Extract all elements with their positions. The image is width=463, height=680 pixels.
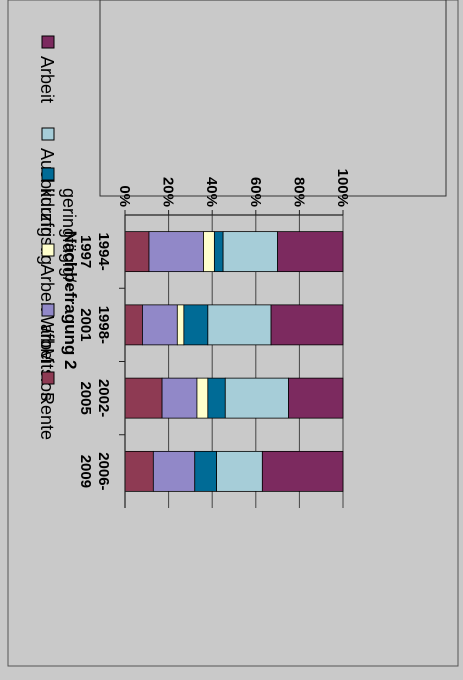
x-tick-label: 1998-2001 [77,306,112,344]
legend-label: Rente [37,392,57,440]
bar-segment [142,304,178,346]
bars [124,231,344,492]
bar-segment [270,304,344,346]
x-tick-label-line: 2009 [77,455,94,488]
x-tick-label-line: 2001 [77,308,94,341]
bar-segment [196,377,209,419]
axes [119,210,344,508]
bar-segment [176,304,185,346]
x-tick-label-line: 2002- [95,379,112,417]
legend-box [99,0,447,197]
bar-segment [207,304,272,346]
legend-label: Arbeit [37,56,57,103]
x-tick-label-line: 1997 [77,235,94,268]
legend-swatch [41,167,55,181]
y-tick-labels: 0% 20% 40% 60% 80% 100% [116,169,351,207]
bar-segment [194,450,217,492]
bar-segment [216,450,263,492]
bar-segment [288,377,344,419]
legend-swatch [41,243,55,257]
bar-segment [124,231,150,273]
bar-segment [222,231,279,273]
y-tick-label: 40% [203,177,220,207]
bar-segment [148,231,204,273]
legend-swatch [41,35,55,49]
legend-label: arbeitslos [37,324,57,401]
legend-label-line: Arbeit [37,56,57,103]
bar-segment [152,450,196,492]
bar-segment [213,231,224,273]
y-tick-label: 0% [116,185,133,207]
x-tick-label: 2002-2005 [77,379,112,417]
bar-segment [124,450,154,492]
x-tick-labels: 1994-1997 1998-2001 2002-2005 2006-2009 [77,232,112,490]
y-tick-label: 100% [334,169,351,207]
bar-segment [203,231,215,273]
x-tick-label: 1994-1997 [77,232,112,270]
legend-label-line: Rente [37,392,57,440]
y-tick-label: 60% [247,177,264,207]
bar-segment [277,231,344,273]
chart-title: Nachbefragung 2 [61,231,80,370]
legend-swatch [41,303,55,317]
legend-label-line: geringfügig/- [59,188,79,288]
bar-segment [124,377,163,419]
legend-label-line: arbeitslos [37,324,57,401]
x-tick-label-line: 1998- [95,306,112,344]
bar-segment [224,377,289,419]
bar-segment [124,304,143,346]
x-tick-label: 2006-2009 [77,452,112,490]
legend-swatch [41,371,55,385]
bar-segment [161,377,198,419]
x-tick-label-line: 2006- [95,452,112,490]
bar-segment [261,450,344,492]
y-tick-label: 20% [160,177,177,207]
rotated-chart: Nachbefragung 2 0% 20% 40% 60% 80% 100% 1994-… [37,35,351,508]
y-tick-label: 80% [290,177,307,207]
x-tick-label-line: 2005 [77,381,94,414]
x-tick-label-line: 1994- [95,232,112,270]
legend-swatch [41,127,55,141]
bar-segment [183,304,209,346]
bar-segment [207,377,226,419]
